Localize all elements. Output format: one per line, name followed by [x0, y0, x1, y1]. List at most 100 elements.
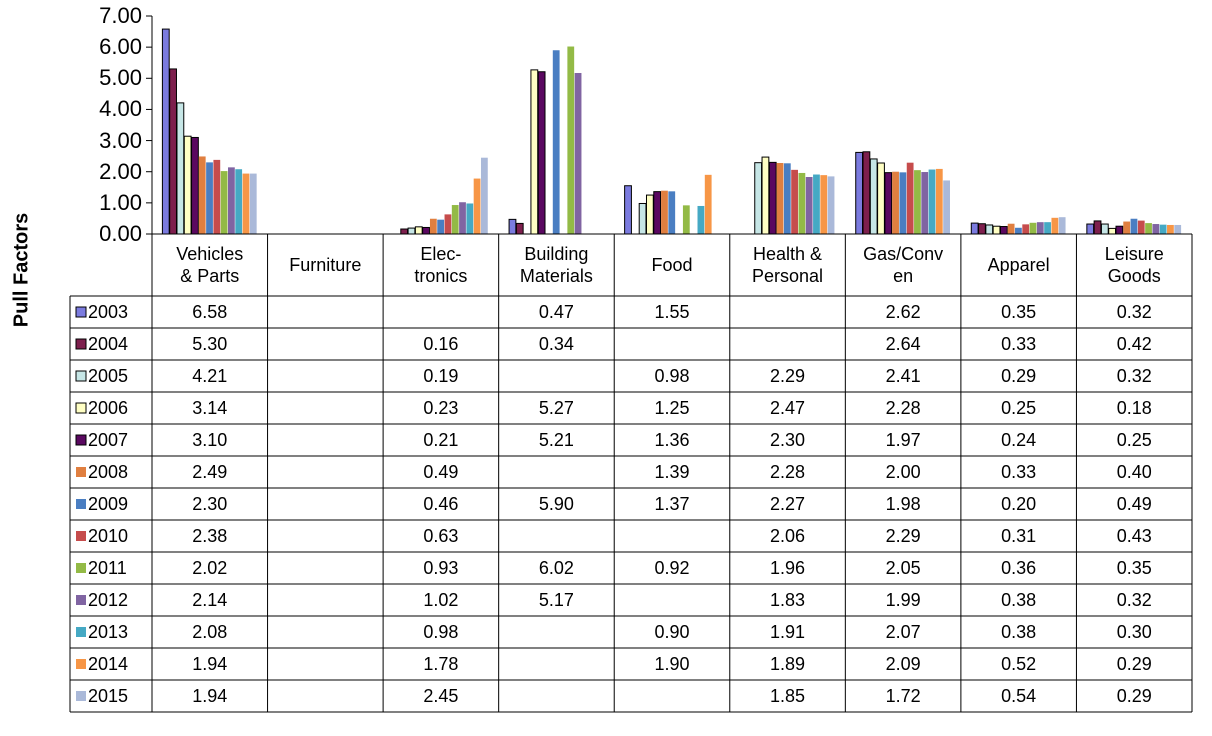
table-value: 0.36 — [1001, 558, 1037, 578]
table-value: 2.28 — [885, 398, 921, 418]
bar — [1130, 218, 1138, 234]
bar — [943, 180, 950, 234]
bar — [884, 172, 893, 235]
bar — [999, 226, 1008, 235]
bar — [862, 151, 871, 235]
table-value: 5.90 — [538, 494, 574, 514]
table-value: 2.09 — [885, 654, 921, 674]
table-value: 0.52 — [1001, 654, 1037, 674]
table-value: 1.55 — [654, 302, 690, 322]
y-tick-label: 1.00 — [99, 189, 142, 215]
bar — [668, 191, 676, 234]
y-tick-label: 4.00 — [99, 96, 142, 122]
bar — [827, 176, 835, 234]
table-value: 1.91 — [770, 622, 806, 642]
bar — [451, 205, 459, 234]
bar — [1022, 224, 1030, 234]
table-value: 0.16 — [423, 334, 459, 354]
bar — [892, 171, 899, 234]
table-value: 0.34 — [538, 334, 574, 354]
bar — [1029, 222, 1037, 234]
bar — [761, 156, 770, 235]
table-value: 0.49 — [423, 462, 459, 482]
y-tick-label: 3.00 — [99, 127, 142, 153]
table-value: 0.25 — [1116, 430, 1152, 450]
bar — [820, 175, 828, 234]
legend-label: 2007 — [88, 430, 129, 450]
bar — [653, 191, 662, 235]
table-value: 5.21 — [538, 430, 574, 450]
bar — [552, 50, 560, 234]
legend-key — [76, 595, 86, 605]
table-value: 2.38 — [192, 526, 228, 546]
bar — [1137, 220, 1145, 234]
table-value: 0.42 — [1116, 334, 1152, 354]
table-value: 0.92 — [654, 558, 690, 578]
table-value: 5.27 — [538, 398, 574, 418]
table-value: 0.98 — [654, 366, 690, 386]
category-label: Furniture — [289, 255, 362, 275]
table-value: 0.33 — [1001, 334, 1037, 354]
y-tick-label: 7.00 — [99, 3, 142, 28]
table-value: 1.85 — [770, 686, 806, 706]
bar — [176, 102, 185, 235]
table-value: 2.30 — [770, 430, 806, 450]
legend-key — [76, 467, 86, 477]
legend-label: 2006 — [88, 398, 129, 418]
legend-label: 2011 — [88, 558, 127, 578]
table-value: 3.10 — [192, 430, 228, 450]
table-value: 1.36 — [654, 430, 690, 450]
bar — [992, 225, 1001, 235]
bar — [1159, 224, 1167, 234]
y-axis-title: Pull Factors — [10, 212, 33, 328]
table-value: 6.58 — [192, 302, 228, 322]
legend-label: 2004 — [88, 334, 129, 354]
bar — [805, 177, 813, 234]
table-value: 2.28 — [770, 462, 806, 482]
legend-label: 2015 — [88, 686, 129, 706]
bar — [466, 203, 474, 234]
table-value: 0.21 — [423, 430, 459, 450]
table-value: 2.00 — [885, 462, 921, 482]
table-value: 2.08 — [192, 622, 228, 642]
y-tick-label: 5.00 — [99, 65, 142, 91]
table-value: 0.29 — [1116, 654, 1152, 674]
legend-key — [75, 338, 87, 350]
table-value: 1.99 — [885, 590, 921, 610]
table-value: 1.37 — [654, 494, 690, 514]
bar — [429, 218, 437, 234]
bar — [537, 71, 546, 235]
table-value: 5.17 — [538, 590, 574, 610]
legend-key — [75, 402, 87, 414]
bar — [928, 169, 936, 234]
legend-key — [76, 499, 86, 509]
table-value: 1.39 — [654, 462, 690, 482]
bar — [1036, 222, 1044, 234]
table-value: 0.33 — [1001, 462, 1037, 482]
category-label: Health & Personal — [752, 244, 824, 286]
bar — [1123, 221, 1131, 234]
bar — [459, 202, 466, 234]
bar — [242, 173, 250, 234]
legend-label: 2014 — [88, 654, 129, 674]
bar — [183, 135, 192, 235]
table-value: 2.06 — [770, 526, 806, 546]
bar — [1167, 224, 1174, 234]
table-value: 1.78 — [423, 654, 459, 674]
legend-label: 2003 — [88, 302, 129, 322]
bar — [1044, 222, 1051, 234]
legend-key — [76, 691, 86, 701]
bar — [768, 161, 777, 235]
bar — [1007, 223, 1015, 234]
table-value: 1.96 — [770, 558, 806, 578]
bar — [624, 185, 632, 235]
table-value: 0.29 — [1116, 686, 1152, 706]
bar — [1145, 223, 1152, 234]
table-value: 2.41 — [885, 366, 921, 386]
table-value: 6.02 — [538, 558, 574, 578]
table-value: 0.49 — [1116, 494, 1152, 514]
bar — [213, 159, 221, 234]
category-label: Food — [651, 255, 693, 275]
bar — [228, 167, 235, 234]
